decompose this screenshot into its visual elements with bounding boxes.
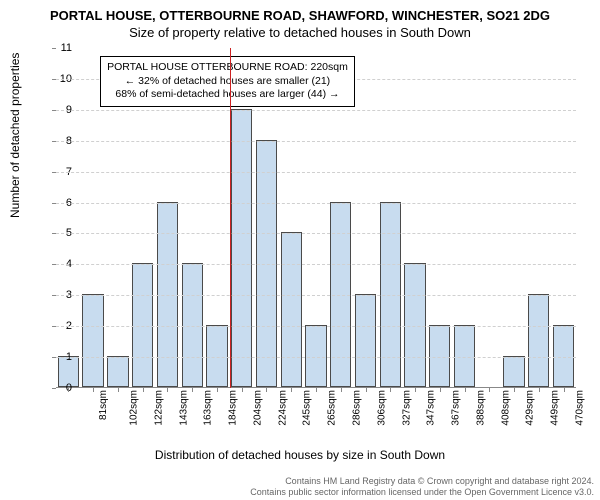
footer-attribution: Contains HM Land Registry data © Crown c… <box>250 476 594 498</box>
x-tick-label: 265sqm <box>327 390 338 426</box>
x-tick-label: 143sqm <box>178 390 189 426</box>
histogram-bar <box>503 356 524 387</box>
x-tick-label: 367sqm <box>451 390 462 426</box>
reference-line <box>230 48 231 388</box>
x-tick-label: 102sqm <box>129 390 140 426</box>
histogram-bar <box>82 294 103 387</box>
x-tick-label: 449sqm <box>550 390 561 426</box>
footer-line-1: Contains HM Land Registry data © Crown c… <box>250 476 594 487</box>
histogram-bar <box>256 140 277 387</box>
x-tick-label: 429sqm <box>525 390 536 426</box>
y-axis-label: Number of detached properties <box>8 53 22 218</box>
histogram-bar <box>330 202 351 387</box>
x-tick-label: 470sqm <box>574 390 585 426</box>
annotation-line-1: PORTAL HOUSE OTTERBOURNE ROAD: 220sqm <box>107 61 348 75</box>
histogram-bar <box>157 202 178 387</box>
x-tick-label: 245sqm <box>302 390 313 426</box>
chart-subtitle: Size of property relative to detached ho… <box>0 23 600 40</box>
x-tick-label: 408sqm <box>500 390 511 426</box>
x-tick-label: 163sqm <box>203 390 214 426</box>
annotation-line-3: 68% of semi-detached houses are larger (… <box>107 88 348 102</box>
x-tick-label: 286sqm <box>352 390 363 426</box>
x-tick-label: 122sqm <box>153 390 164 426</box>
histogram-bar <box>231 109 252 387</box>
x-tick-label: 204sqm <box>253 390 264 426</box>
x-axis-label: Distribution of detached houses by size … <box>0 448 600 462</box>
histogram-bar <box>355 294 376 387</box>
histogram-bar <box>528 294 549 387</box>
x-tick-label: 327sqm <box>401 390 412 426</box>
annotation-box: PORTAL HOUSE OTTERBOURNE ROAD: 220sqm ← … <box>100 56 355 107</box>
histogram-bar <box>107 356 128 387</box>
x-tick-label: 184sqm <box>228 390 239 426</box>
x-tick-label: 306sqm <box>376 390 387 426</box>
annotation-line-2: ← 32% of detached houses are smaller (21… <box>107 75 348 89</box>
footer-line-2: Contains public sector information licen… <box>250 487 594 498</box>
x-tick-label: 388sqm <box>475 390 486 426</box>
x-tick-label: 224sqm <box>277 390 288 426</box>
histogram-bar <box>281 232 302 387</box>
chart-title: PORTAL HOUSE, OTTERBOURNE ROAD, SHAWFORD… <box>0 0 600 23</box>
x-tick-label: 347sqm <box>426 390 437 426</box>
x-tick-label: 81sqm <box>98 390 109 420</box>
histogram-bar <box>380 202 401 387</box>
